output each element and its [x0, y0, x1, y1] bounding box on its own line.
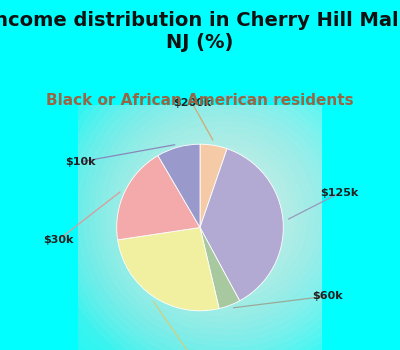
- Wedge shape: [200, 144, 227, 228]
- Text: $125k: $125k: [320, 188, 358, 198]
- Wedge shape: [200, 228, 240, 309]
- Text: City-Data.com: City-Data.com: [222, 95, 286, 104]
- Text: Income distribution in Cherry Hill Mall,
NJ (%): Income distribution in Cherry Hill Mall,…: [0, 10, 400, 52]
- Wedge shape: [158, 144, 200, 228]
- Wedge shape: [200, 149, 283, 301]
- Wedge shape: [117, 156, 200, 240]
- Text: $10k: $10k: [65, 157, 96, 167]
- Text: $30k: $30k: [43, 235, 73, 245]
- Text: $60k: $60k: [312, 291, 343, 301]
- Wedge shape: [118, 228, 219, 311]
- Text: Black or African American residents: Black or African American residents: [46, 93, 354, 108]
- Text: $200k: $200k: [173, 98, 211, 108]
